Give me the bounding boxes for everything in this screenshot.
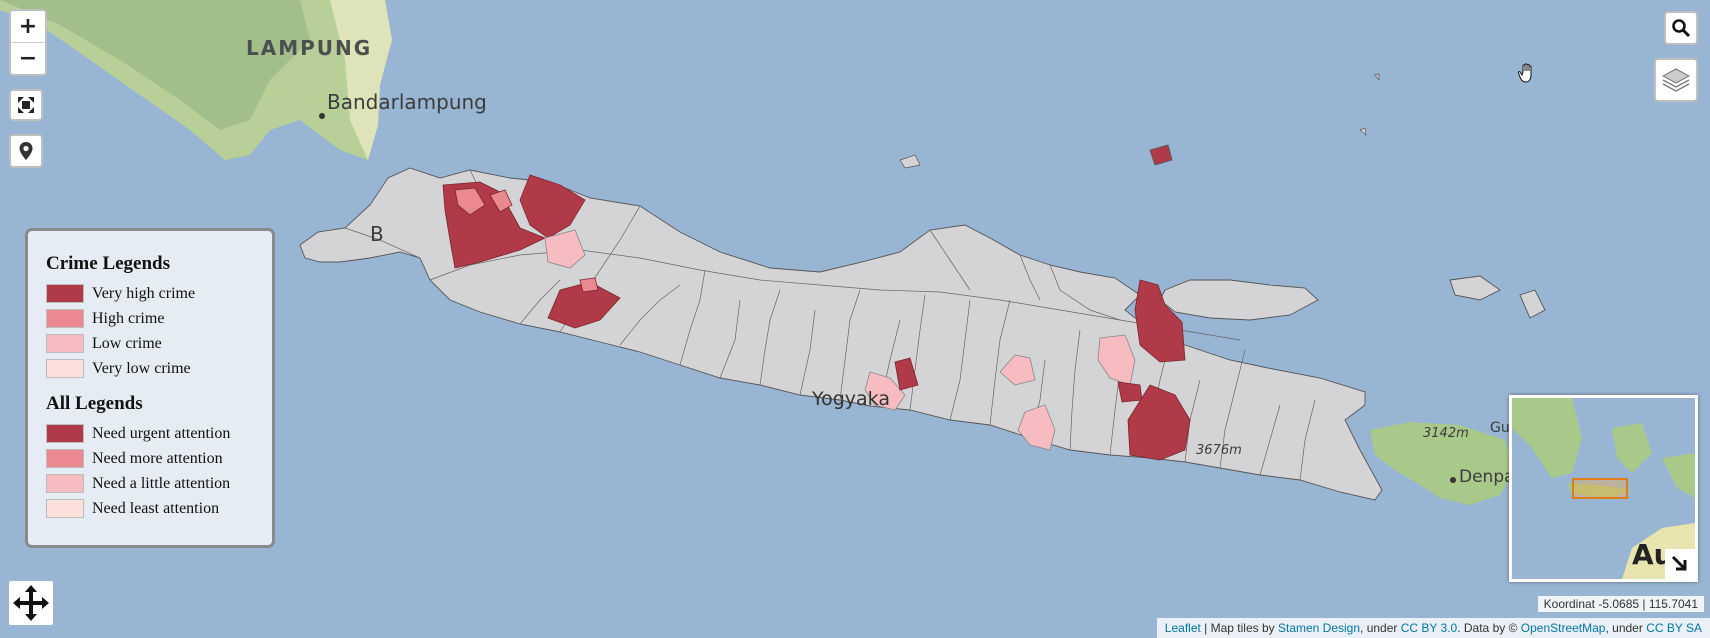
map-label-denpasar: Denpas (1459, 467, 1524, 487)
leaflet-link[interactable]: Leaflet (1164, 621, 1201, 635)
coordinate-readout: Koordinat -5.0685 | 115.7041 (1537, 596, 1704, 612)
legend-swatch (46, 284, 84, 303)
fullscreen-icon (18, 97, 34, 113)
attribution-text: , under (1360, 621, 1401, 635)
legend-item: High crime (46, 306, 272, 331)
locate-button[interactable] (9, 134, 43, 168)
legend-label: Low crime (92, 334, 162, 352)
attribution-text: , under (1605, 621, 1647, 635)
map-label-city-b: B (370, 222, 384, 246)
legend-label: Need least attention (92, 499, 220, 517)
minimap-toggle-icon (1671, 555, 1687, 571)
zoom-control: + − (9, 9, 47, 76)
legend-swatch (46, 424, 84, 443)
legend-label: High crime (92, 309, 165, 327)
map-label-bandarlampung: Bandarlampung (327, 90, 487, 114)
legend-label: Need urgent attention (92, 424, 231, 442)
attribution-text: | Map tiles by (1200, 621, 1278, 635)
legend-label: Need more attention (92, 449, 223, 467)
legend-swatch (46, 334, 84, 353)
stamen-link[interactable]: Stamen Design (1277, 621, 1361, 635)
legend-swatch (46, 499, 84, 518)
bali-landmass (1370, 422, 1515, 505)
attribution-text: . Data by © (1457, 621, 1521, 635)
legend-swatch (46, 449, 84, 468)
move-icon (13, 585, 49, 621)
search-icon (1672, 19, 1691, 38)
pan-button[interactable] (9, 581, 53, 625)
osm-link[interactable]: OpenStreetMap (1520, 621, 1606, 635)
city-markers (319, 113, 1456, 483)
layers-button[interactable] (1654, 58, 1698, 102)
map-label-yogyakarta: Yogyaka (812, 388, 890, 410)
hand-cursor-icon (1517, 63, 1532, 83)
crime-legend-title: Crime Legends (46, 253, 171, 274)
legend-label: Need a little attention (92, 474, 231, 492)
legend-item: Need urgent attention (46, 421, 272, 446)
fullscreen-button[interactable] (9, 89, 43, 121)
layers-icon (1661, 68, 1691, 92)
legend-item: Very low crime (46, 356, 272, 381)
all-legend-title: All Legends (46, 393, 143, 414)
cc-by-link[interactable]: CC BY 3.0 (1400, 621, 1458, 635)
minimap[interactable]: Au (1509, 395, 1698, 582)
legend-item: Need a little attention (46, 471, 272, 496)
attribution: Leaflet | Map tiles by Stamen Design, un… (1156, 618, 1710, 638)
location-icon (19, 142, 33, 160)
cc-by-sa-link[interactable]: CC BY SA (1646, 621, 1702, 635)
legend-swatch (46, 309, 84, 328)
map-label-bali-partial: Gu (1490, 420, 1510, 436)
map-label-bali-elevation: 3142m (1423, 426, 1469, 441)
small-islands (899, 73, 1380, 169)
zoom-in-button[interactable]: + (18, 14, 38, 39)
map-label-elevation: 3676m (1196, 443, 1242, 458)
map-label-lampung: LAMPUNG (246, 36, 373, 60)
search-button[interactable] (1664, 11, 1698, 45)
sumatra-landmass (0, 0, 392, 160)
legend-item: Need least attention (46, 496, 272, 521)
minimap-toggle[interactable] (1665, 549, 1695, 579)
legend-swatch (46, 359, 84, 378)
minimap-canvas (1512, 398, 1695, 579)
legend-label: Very low crime (92, 359, 191, 377)
legend-item: Very high crime (46, 281, 272, 306)
zoom-out-button[interactable]: − (11, 42, 45, 74)
legend-item: Low crime (46, 331, 272, 356)
legend-panel: Crime Legends Very high crime High crime… (25, 228, 275, 548)
legend-swatch (46, 474, 84, 493)
legend-item: Need more attention (46, 446, 272, 471)
crime-districts (442, 174, 1191, 461)
legend-label: Very high crime (92, 284, 196, 302)
